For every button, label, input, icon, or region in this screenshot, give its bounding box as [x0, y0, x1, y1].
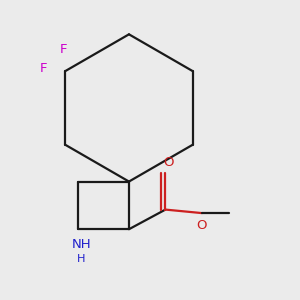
Text: O: O [196, 219, 207, 232]
Text: H: H [77, 254, 86, 265]
Text: F: F [60, 43, 68, 56]
Text: F: F [40, 62, 47, 75]
Text: NH: NH [71, 238, 91, 251]
Text: O: O [163, 156, 173, 169]
